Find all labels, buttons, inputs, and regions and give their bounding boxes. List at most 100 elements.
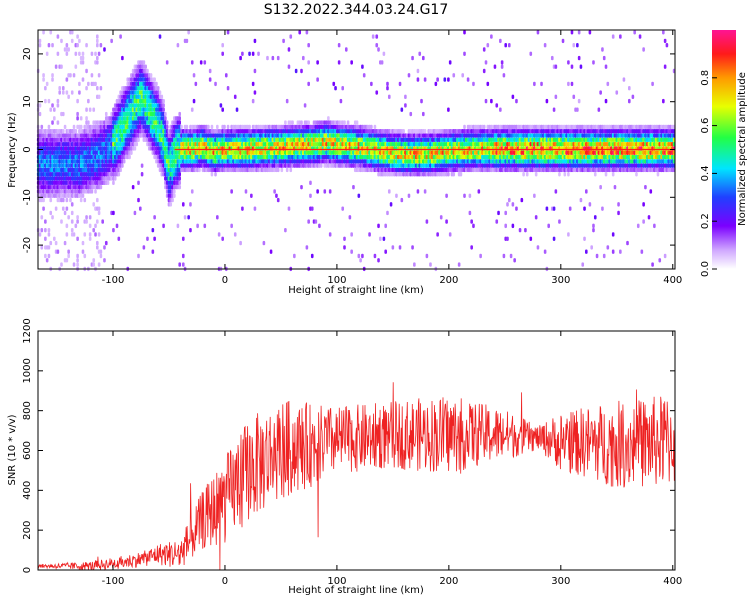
spectrogram-cell <box>479 253 482 259</box>
spectrogram-cell <box>293 253 296 259</box>
spectrogram-cell <box>257 51 260 56</box>
spectrogram-cell <box>72 262 76 267</box>
spectrogram-cell <box>65 206 69 211</box>
spectrogram-cell <box>298 30 302 35</box>
spectrogram-cell <box>61 206 65 211</box>
spectrogram-cell <box>529 236 533 241</box>
spectrogram-cell <box>113 176 117 181</box>
spectrogram-cell <box>149 73 153 78</box>
spectrogram-cell <box>155 81 158 87</box>
spectrogram-cell <box>87 98 90 104</box>
spectrogram-cell <box>85 215 88 220</box>
spectrogram-cell <box>407 193 411 198</box>
spectrogram-cell <box>241 206 244 211</box>
spectrogram-cell <box>169 202 173 207</box>
spectrogram-cell <box>192 98 196 104</box>
spectrogram-cell <box>391 245 395 250</box>
spectrogram-cell <box>524 227 527 233</box>
spectrogram-cell <box>382 236 386 241</box>
spectrogram-cell <box>44 227 47 233</box>
spectrogram-cell <box>613 184 617 190</box>
spectrogram-cell <box>459 172 463 177</box>
spectrogram-cell <box>534 172 538 177</box>
spectrogram-cell <box>70 90 74 95</box>
spectrogram-cell <box>368 232 371 237</box>
spectrogram-cell <box>253 206 257 211</box>
spectrogram-cell <box>42 30 45 35</box>
spectrogram-cell <box>112 227 115 233</box>
spectrogram-cell <box>305 245 309 250</box>
spectrogram-cell <box>289 167 293 173</box>
spectrogram-cell <box>85 86 88 91</box>
spectrogram-cell <box>78 90 81 95</box>
spectrogram-cell <box>160 94 164 100</box>
spectrogram-cell <box>60 38 63 44</box>
spectrogram-cell <box>117 172 121 177</box>
spectrogram-cell <box>208 68 212 74</box>
spectrogram-cell <box>307 60 310 65</box>
spectrogram-cell <box>76 253 79 259</box>
spectrogram-cell <box>420 98 423 104</box>
spectrogram-cell <box>484 98 488 104</box>
spectrogram-cell <box>112 210 115 216</box>
spectrogram-cell <box>103 245 106 250</box>
spectrogram-cell <box>221 236 224 241</box>
spectrogram-cell <box>595 253 599 259</box>
spectrogram-cell <box>96 219 99 224</box>
spectrogram-cell <box>97 232 101 237</box>
spectrogram-cell <box>90 51 94 56</box>
spectrogram-cell <box>513 258 516 263</box>
spectrogram-cell <box>567 232 570 237</box>
spectrogram-cell <box>436 77 439 82</box>
spectrogram-x-tick-label: 200 <box>439 275 458 286</box>
spectrogram-cell <box>69 197 72 203</box>
spectrogram-cell <box>328 232 332 237</box>
spectrogram-cell <box>181 262 185 267</box>
spectrogram-cell <box>94 232 97 237</box>
spectrogram-cell <box>472 223 475 229</box>
spectrogram-cell <box>520 197 524 203</box>
spectrogram-cell <box>92 107 96 112</box>
spectrogram-cell <box>653 223 656 229</box>
spectrogram-cell <box>178 120 182 125</box>
spectrogram-cell <box>457 262 461 267</box>
spectrogram-cell <box>384 223 387 229</box>
spectrogram-cell <box>226 124 230 130</box>
spectrogram-cell <box>642 47 645 52</box>
spectrogram-cell <box>339 98 343 104</box>
spectrogram-cell <box>271 55 275 61</box>
spectrogram-cell <box>56 120 60 125</box>
spectrogram-cell <box>472 81 475 87</box>
spectrogram-cell <box>49 107 53 112</box>
spectrogram-cell <box>63 210 67 216</box>
spectrogram-cell <box>88 223 92 229</box>
spectrogram-cell <box>266 55 269 61</box>
spectrogram-cell <box>327 116 330 121</box>
spectrogram-cell <box>178 180 182 186</box>
spectrogram-cell <box>44 98 47 104</box>
spectrogram-cell <box>76 116 79 121</box>
spectrogram-cell <box>216 215 219 220</box>
spectrogram-cell <box>51 77 54 82</box>
spectrogram-cell <box>662 30 665 35</box>
spectrogram-cell <box>384 249 387 254</box>
spectrogram-cell <box>590 245 593 250</box>
spectrogram-cell <box>210 124 214 130</box>
spectrogram-cell <box>51 42 54 48</box>
spectrogram-cell <box>181 253 185 259</box>
spectrogram-cell <box>248 51 251 56</box>
spectrogram-cell <box>493 64 497 69</box>
spectrogram-cell <box>642 202 645 207</box>
spectrogram-cell <box>529 51 533 56</box>
spectrogram-cell <box>230 189 233 194</box>
spectrogram-cell <box>92 262 96 267</box>
spectrogram-cell <box>151 249 155 254</box>
spectrogram-cell <box>534 215 538 220</box>
spectrogram-cell <box>196 223 199 229</box>
spectrogram-cell <box>49 240 53 246</box>
spectrogram-cell <box>628 98 631 104</box>
spectrogram-cell <box>344 47 348 52</box>
spectrogram-cell <box>239 240 242 246</box>
spectrogram-cell <box>70 227 74 233</box>
